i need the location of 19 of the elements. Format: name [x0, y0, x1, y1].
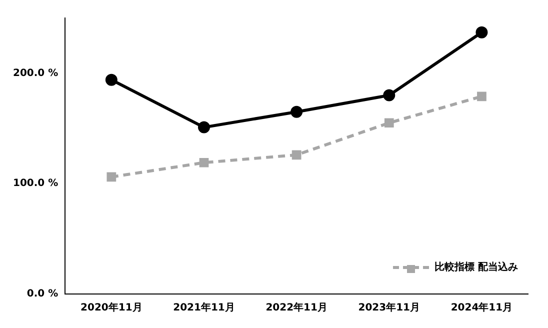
x-tick-label: 2021年11月: [173, 302, 235, 314]
point: [290, 106, 303, 118]
x-tick-label: 2024年11月: [450, 302, 513, 314]
point: [292, 150, 302, 160]
x-tick-label: 2023年11月: [358, 302, 420, 314]
point: [199, 158, 209, 168]
x-tick-label: 2020年11月: [80, 302, 142, 314]
x-tick-label: 2022年11月: [266, 302, 328, 314]
point: [476, 26, 488, 38]
legend-label: 比較指標 配当込み: [434, 260, 518, 274]
y-tick-label: 0.0 %: [26, 288, 58, 300]
point: [383, 89, 396, 102]
point: [106, 172, 116, 182]
point: [384, 118, 394, 128]
y-tick-label: 100.0 %: [12, 178, 58, 190]
point: [105, 74, 118, 86]
y-tick-label: 200.0 %: [12, 68, 58, 79]
point: [198, 121, 210, 134]
point: [477, 92, 486, 102]
